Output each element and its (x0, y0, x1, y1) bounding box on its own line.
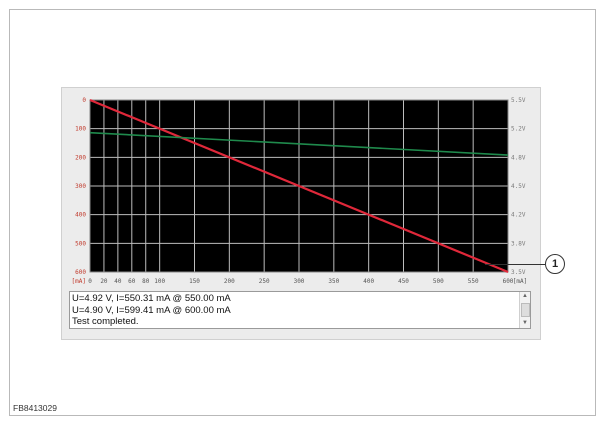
callout-leader-line (485, 264, 545, 265)
x-tick-label: 400 (363, 278, 374, 285)
y-right-tick-label: 4.2V (511, 212, 526, 219)
tick-labels: 0 20 40 60 80 100 150 200 250 300 350 400 450 500 550 6… (72, 97, 528, 285)
plot-border (89, 99, 509, 273)
y-right-tick-label: 3.5V (511, 269, 526, 276)
log-line: U=4.92 V, I=550.31 mA @ 550.00 mA (72, 293, 231, 304)
x-unit-label: [mA] (513, 278, 527, 285)
current-series-line (89, 98, 509, 274)
y-left-tick-label: 600 (75, 269, 86, 276)
x-tick-label: 300 (294, 278, 305, 285)
log-scrollbar[interactable]: ▲ ▼ (519, 292, 530, 328)
log-line: U=4.90 V, I=599.41 mA @ 600.00 mA (72, 304, 231, 316)
x-tick-label: 100 (154, 278, 165, 285)
y-left-tick-label: 100 (75, 126, 86, 133)
y-right-tick-label: 3.8V (511, 240, 526, 247)
scroll-down-icon[interactable]: ▼ (522, 320, 528, 326)
x-tick-label: 80 (142, 278, 150, 285)
x-tick-label: 60 (128, 278, 136, 285)
callout-badge: 1 (545, 254, 565, 274)
y-left-tick-label: 0 (82, 97, 86, 104)
y-left-tick-label: 200 (75, 154, 86, 161)
x-tick-label: 600 (503, 278, 514, 285)
y-right-tick-label: 4.5V (511, 183, 526, 190)
scroll-thumb[interactable] (521, 303, 530, 317)
x-tick-label: 40 (114, 278, 122, 285)
figure-id: FB8413029 (13, 403, 57, 413)
x-tick-label: 350 (328, 278, 339, 285)
x-tick-label: 20 (100, 278, 108, 285)
y-right-tick-label: 4.8V (511, 154, 526, 161)
x-tick-label: 150 (189, 278, 200, 285)
series-group (89, 98, 509, 274)
y-left-tick-label: 500 (75, 240, 86, 247)
y-left-tick-label: 300 (75, 183, 86, 190)
y-left-unit-label: [mA] (72, 278, 86, 285)
x-tick-label: 500 (433, 278, 444, 285)
voltage-series-line (89, 131, 509, 156)
y-left-tick-label: 400 (75, 212, 86, 219)
x-tick-label: 450 (398, 278, 409, 285)
log-line: Test completed. (72, 316, 139, 327)
x-tick-label: 250 (259, 278, 270, 285)
test-log: U=4.92 V, I=550.31 mA @ 550.00 mA U=4.90… (69, 291, 531, 329)
x-tick-label: 200 (224, 278, 235, 285)
y-right-tick-label: 5.5V (511, 97, 526, 104)
y-right-tick-label: 5.2V (511, 126, 526, 133)
x-tick-label: 550 (468, 278, 479, 285)
x-tick-label: 0 (88, 278, 92, 285)
scroll-up-icon[interactable]: ▲ (522, 293, 528, 299)
